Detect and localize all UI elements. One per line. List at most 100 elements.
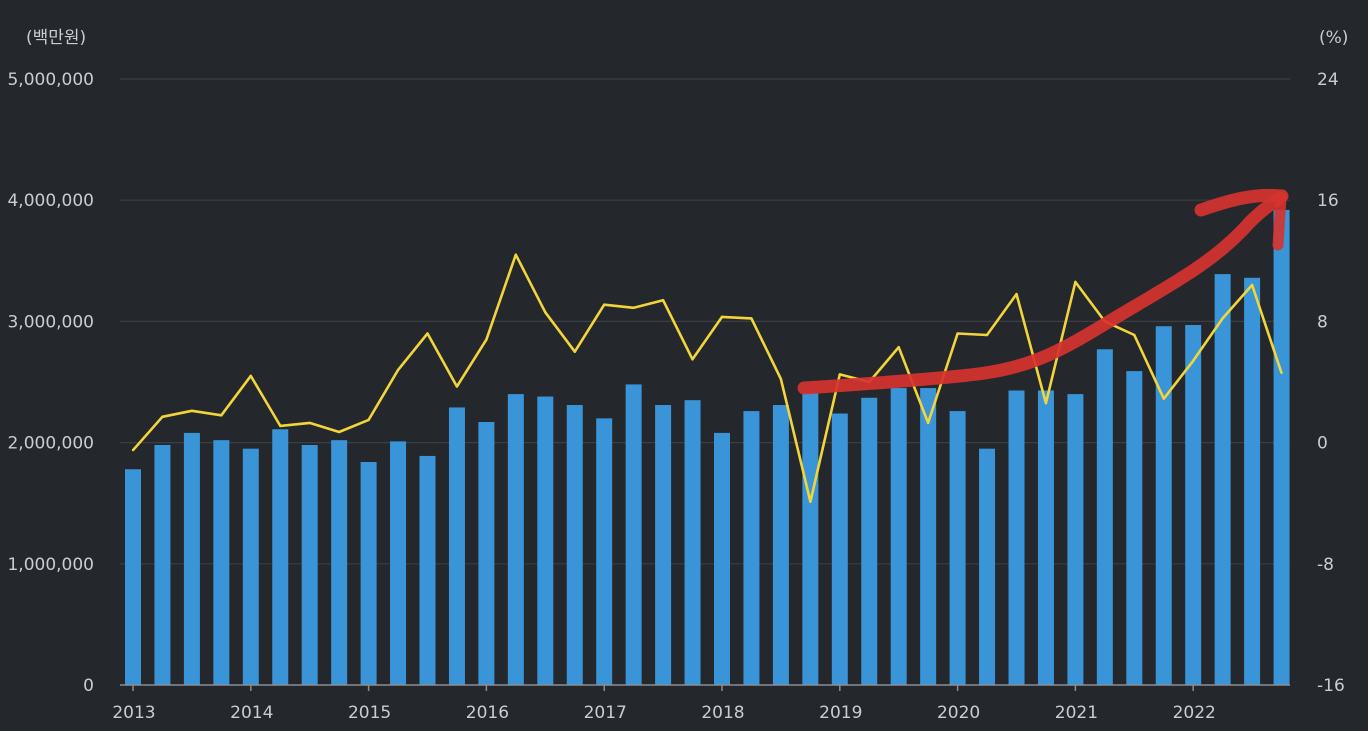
line-point (455, 385, 459, 388)
bar (1185, 325, 1202, 685)
bar (360, 461, 377, 685)
line-point (485, 338, 488, 341)
line-point (603, 303, 606, 306)
left-tick-label: 0 (83, 676, 94, 696)
right-tick-label: -8 (1317, 555, 1334, 575)
line-point (544, 311, 547, 314)
line-point (1250, 283, 1254, 287)
bar (331, 440, 348, 685)
bar (920, 388, 937, 685)
line-point (220, 414, 223, 417)
line-point (573, 350, 576, 353)
bar (625, 384, 642, 685)
bar (1037, 390, 1054, 685)
bar (1008, 390, 1025, 685)
line-point (1074, 280, 1077, 284)
line-point (1162, 397, 1165, 400)
bar (478, 421, 495, 685)
line-point (131, 448, 135, 452)
x-tick-label: 2019 (819, 703, 862, 723)
trend-arrow-shaft (797, 191, 1287, 395)
bar (507, 394, 524, 685)
line-point (985, 333, 989, 337)
line-point (249, 374, 252, 378)
line-point (337, 430, 341, 434)
left-tick-label: 2,000,000 (7, 434, 94, 454)
line-point (1192, 359, 1195, 362)
bar (596, 418, 613, 685)
line-point (161, 415, 164, 419)
bar (448, 407, 465, 685)
line-point (779, 377, 783, 381)
trend-arrow-head-right (1272, 192, 1287, 251)
x-tick-label: 2016 (466, 703, 509, 723)
right-axis-unit: (%) (1319, 28, 1348, 48)
line-point (661, 298, 665, 302)
bar (1244, 277, 1261, 685)
line-point (632, 306, 635, 309)
x-tick-label: 2017 (584, 703, 627, 723)
bar (419, 455, 436, 685)
right-tick-label: 8 (1317, 312, 1328, 332)
bar (1096, 349, 1113, 685)
bar (949, 411, 966, 685)
line-point (1015, 292, 1018, 296)
line-point (396, 368, 400, 372)
x-tick-label: 2021 (1055, 703, 1098, 723)
bar (183, 432, 200, 685)
bar (655, 405, 672, 685)
left-tick-label: 1,000,000 (7, 555, 94, 575)
right-tick-label: 24 (1317, 70, 1339, 90)
bar (272, 429, 289, 685)
right-tick-label: 0 (1317, 434, 1328, 454)
left-tick-label: 5,000,000 (7, 70, 94, 90)
trend-arrow-head-left (1194, 188, 1289, 217)
bar (566, 405, 583, 685)
bar (1067, 394, 1084, 685)
bar (154, 445, 171, 685)
bar (743, 411, 760, 685)
bar (1155, 326, 1172, 685)
line-point (308, 421, 311, 425)
bar (390, 441, 407, 685)
line-point (426, 332, 429, 335)
bar (301, 445, 318, 685)
x-tick-label: 2014 (230, 703, 273, 723)
line-point (367, 418, 370, 422)
bar (125, 469, 141, 685)
bar (979, 448, 996, 685)
line-point (750, 317, 753, 320)
bar (890, 388, 907, 685)
bar (831, 413, 848, 685)
line-point (190, 409, 194, 412)
bar (802, 392, 819, 685)
bar (772, 405, 789, 685)
right-tick-label: 16 (1317, 191, 1339, 211)
bar (242, 448, 259, 685)
bar (1214, 274, 1231, 685)
right-tick-label: -16 (1317, 676, 1345, 696)
bar (861, 397, 878, 685)
line-point (1221, 317, 1224, 320)
line-point (897, 345, 900, 349)
line-point (926, 421, 930, 425)
bar (1126, 371, 1143, 685)
bar (684, 400, 701, 685)
x-tick-label: 2022 (1173, 703, 1216, 723)
line-point (956, 332, 959, 335)
line-point (1280, 371, 1283, 375)
line-point (1044, 402, 1048, 405)
line-point (809, 500, 812, 503)
x-tick-label: 2015 (348, 703, 391, 723)
left-axis-unit: (백만원) (26, 28, 86, 48)
bar (1273, 209, 1290, 685)
line-point (838, 373, 841, 376)
x-tick-label: 2013 (112, 703, 155, 723)
line-point (720, 315, 724, 319)
growth-rate-line (132, 253, 1283, 504)
x-tick-label: 2018 (701, 703, 744, 723)
line-point (514, 253, 518, 256)
x-tick-label: 2020 (937, 703, 980, 723)
